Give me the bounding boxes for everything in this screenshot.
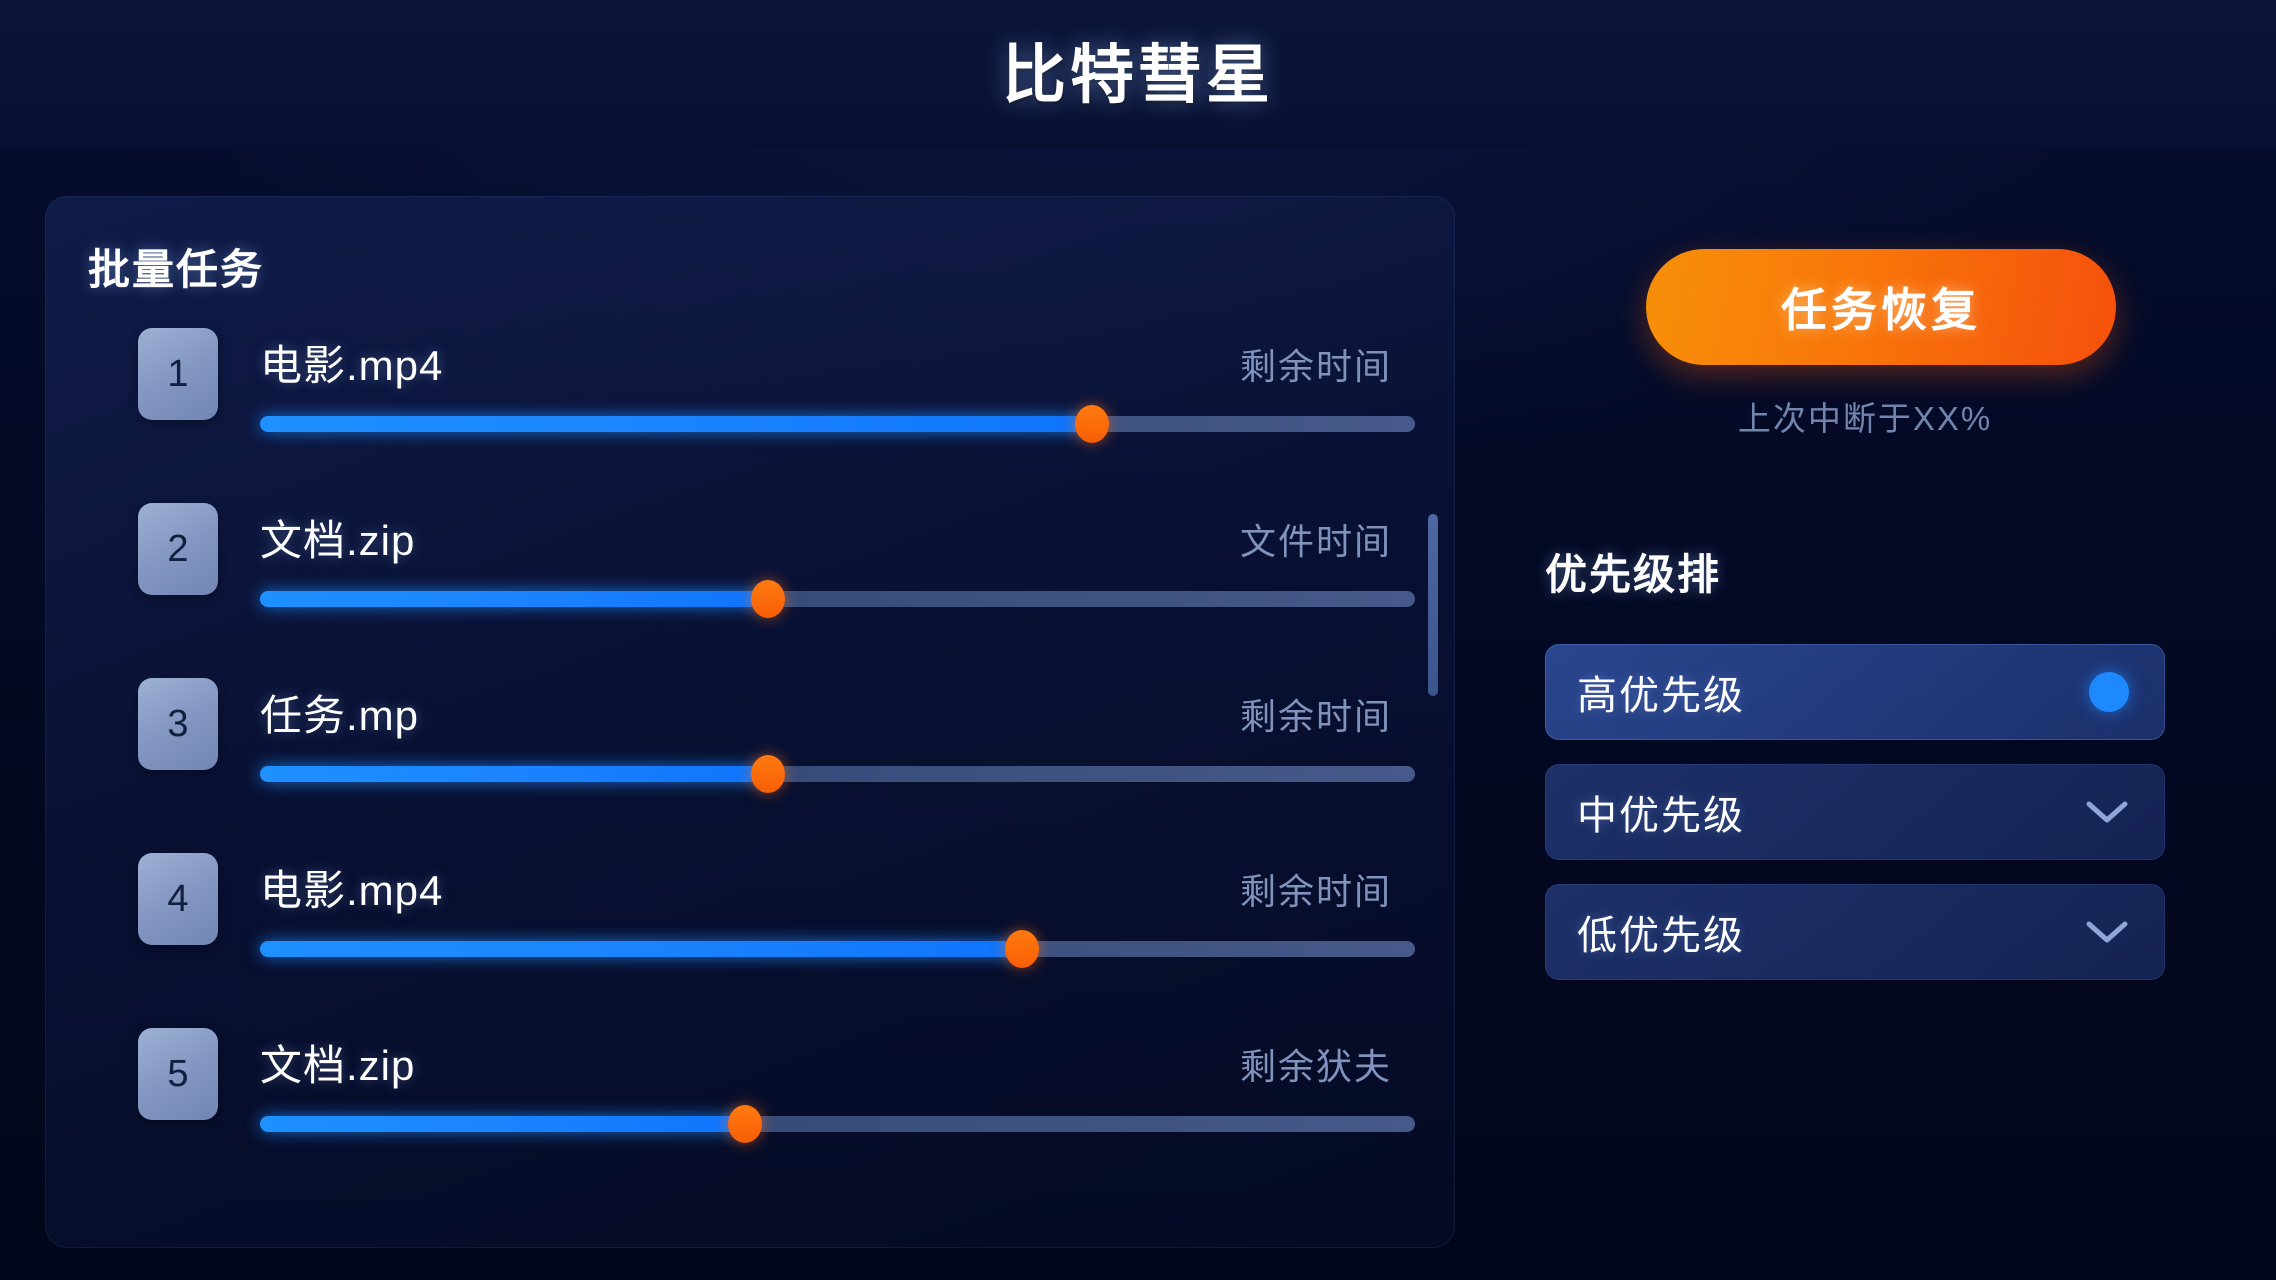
task-progress-slider[interactable] bbox=[260, 405, 1415, 443]
chevron-down-icon bbox=[2086, 801, 2128, 823]
priority-list: 高优先级中优先级低优先级 bbox=[1545, 644, 2165, 1004]
task-progress-slider[interactable] bbox=[260, 930, 1415, 968]
slider-thumb[interactable] bbox=[1005, 930, 1040, 968]
task-file-name: 电影.mp4 bbox=[260, 867, 444, 914]
task-index-badge: 5 bbox=[138, 1028, 218, 1120]
resume-task-button[interactable]: 任务恢复 bbox=[1646, 249, 2116, 365]
task-row[interactable]: 5 文档.zip 剩余犾夫 bbox=[45, 1014, 1455, 1189]
batch-tasks-panel: 批量任务 1 电影.mp4 剩余时间 2 文档.zip 文件时间 3 任务.mp 剩余时间 4 电影… bbox=[45, 196, 1455, 1248]
task-row[interactable]: 4 电影.mp4 剩余时间 bbox=[45, 839, 1455, 1014]
task-file-name: 文档.zip bbox=[260, 517, 416, 564]
slider-fill bbox=[260, 1116, 746, 1132]
priority-heading: 优先级排 bbox=[1545, 551, 1722, 598]
task-meta-label: 剩余时间 bbox=[1239, 871, 1392, 912]
slider-fill bbox=[260, 941, 1023, 957]
task-row[interactable]: 3 任务.mp 剩余时间 bbox=[45, 664, 1455, 839]
priority-option-control[interactable] bbox=[2089, 672, 2129, 712]
slider-thumb[interactable] bbox=[728, 1105, 763, 1143]
task-meta-label: 剩余犾夫 bbox=[1239, 1046, 1392, 1087]
priority-option[interactable]: 低优先级 bbox=[1545, 884, 2165, 980]
priority-option[interactable]: 中优先级 bbox=[1545, 764, 2165, 860]
app-header: 比特彗星 bbox=[0, 0, 2276, 150]
side-panel: 任务恢复 上次中断于XX% 优先级排 高优先级中优先级低优先级 bbox=[1505, 196, 2225, 1248]
task-progress-slider[interactable] bbox=[260, 755, 1415, 793]
priority-option-control[interactable] bbox=[2085, 799, 2129, 825]
task-progress-slider[interactable] bbox=[260, 1105, 1415, 1143]
slider-fill bbox=[260, 766, 769, 782]
task-index-badge: 4 bbox=[138, 853, 218, 945]
task-file-name: 电影.mp4 bbox=[260, 342, 444, 389]
batch-tasks-heading: 批量任务 bbox=[88, 246, 265, 293]
task-index-badge: 1 bbox=[138, 328, 218, 420]
vertical-scrollbar[interactable] bbox=[1428, 514, 1438, 696]
priority-option-label: 高优先级 bbox=[1577, 674, 1745, 718]
slider-fill bbox=[260, 416, 1092, 432]
task-file-name: 任务.mp bbox=[260, 692, 420, 739]
resume-note-text: 上次中断于XX% bbox=[1737, 400, 1993, 437]
slider-thumb[interactable] bbox=[1074, 405, 1109, 443]
task-meta-label: 文件时间 bbox=[1239, 521, 1392, 562]
task-row[interactable]: 1 电影.mp4 剩余时间 bbox=[45, 314, 1455, 489]
page-title: 比特彗星 bbox=[1002, 39, 1274, 111]
task-meta-label: 剩余时间 bbox=[1239, 696, 1392, 737]
task-meta-label: 剩余时间 bbox=[1239, 346, 1392, 387]
priority-option[interactable]: 高优先级 bbox=[1545, 644, 2165, 740]
priority-option-label: 中优先级 bbox=[1577, 794, 1745, 838]
priority-option-label: 低优先级 bbox=[1577, 914, 1745, 958]
task-file-name: 文档.zip bbox=[260, 1042, 416, 1089]
task-progress-slider[interactable] bbox=[260, 580, 1415, 618]
slider-thumb[interactable] bbox=[751, 755, 786, 793]
chevron-down-icon bbox=[2086, 921, 2128, 943]
task-row[interactable]: 2 文档.zip 文件时间 bbox=[45, 489, 1455, 664]
priority-option-control[interactable] bbox=[2085, 919, 2129, 945]
radio-selected-icon[interactable] bbox=[2089, 672, 2129, 712]
task-index-badge: 3 bbox=[138, 678, 218, 770]
task-index-badge: 2 bbox=[138, 503, 218, 595]
slider-fill bbox=[260, 591, 769, 607]
task-list: 1 电影.mp4 剩余时间 2 文档.zip 文件时间 3 任务.mp 剩余时间 4 电影.mp4 剩… bbox=[45, 314, 1455, 1189]
slider-thumb[interactable] bbox=[751, 580, 786, 618]
